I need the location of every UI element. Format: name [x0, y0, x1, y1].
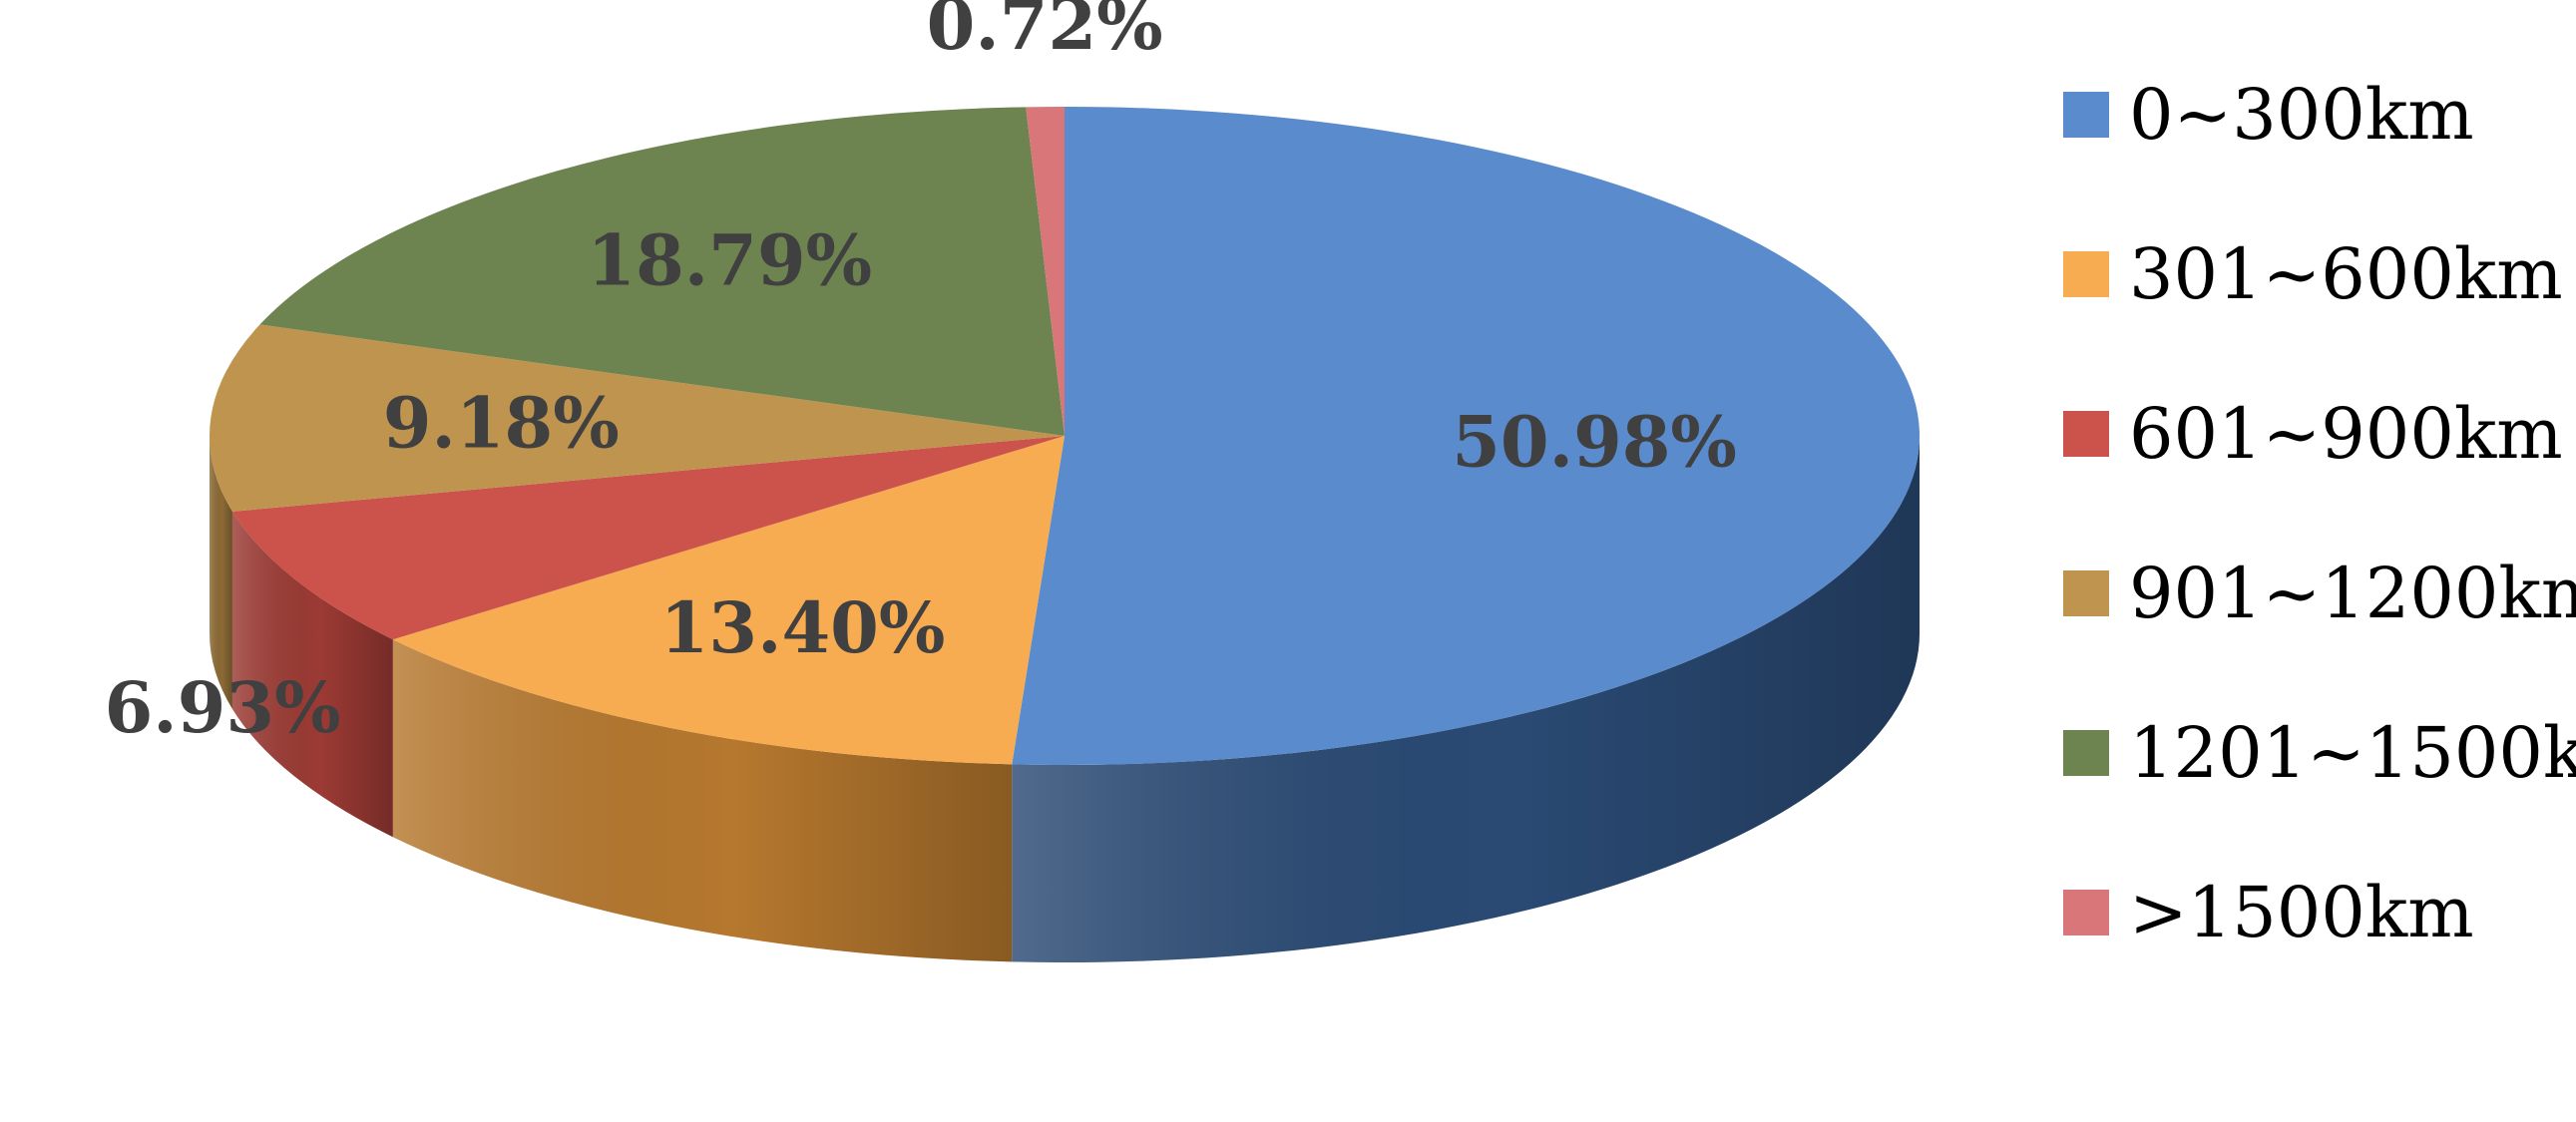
legend-swatch [2063, 411, 2109, 457]
legend: 0~300km 301~600km 601~900km 901~1200km 1… [2063, 60, 2576, 1017]
legend-swatch [2063, 570, 2109, 616]
legend-swatch [2063, 251, 2109, 297]
pie-slice-301-600km [392, 436, 1065, 765]
legend-swatch [2063, 890, 2109, 935]
legend-item-601-900km: 601~900km [2063, 379, 2576, 539]
legend-label: 0~300km [2129, 74, 2474, 156]
pie-slice-0-300km [1012, 107, 1921, 765]
legend-item-0-300km: 0~300km [2063, 60, 2576, 219]
pie-side-shade [1012, 436, 1920, 962]
data-label-601-900km: 6.93% [105, 666, 341, 749]
data-label-1500km: 0.72% [927, 0, 1163, 66]
legend-swatch [2063, 730, 2109, 776]
pie-sides [210, 436, 1920, 962]
legend-label: 601~900km [2129, 393, 2563, 475]
legend-swatch [2063, 92, 2109, 138]
pie-side-shade [231, 511, 393, 838]
legend-item-301-600km: 301~600km [2063, 219, 2576, 379]
pie-slice-1201-1500km [259, 107, 1066, 437]
pie-slice-901-1200km [210, 324, 1066, 512]
pie-tops [210, 107, 1921, 765]
pie-slice-1500km [1026, 107, 1065, 436]
legend-label: 301~600km [2129, 233, 2563, 315]
legend-label: 901~1200km [2129, 553, 2576, 634]
legend-label: >1500km [2129, 872, 2474, 953]
pie-slice-601-900km [231, 436, 1066, 640]
legend-item-901-1200km: 901~1200km [2063, 539, 2576, 698]
legend-item-over-1500km: >1500km [2063, 858, 2576, 1017]
pie-labels: 50.98% 13.40% 6.93% 9.18% 18.79% 0.72% [105, 0, 1737, 749]
pie-side-shade [210, 436, 232, 709]
data-label-1201-1500km: 18.79% [587, 219, 872, 302]
data-label-901-1200km: 9.18% [383, 382, 620, 465]
data-label-0-300km: 50.98% [1452, 400, 1737, 483]
data-label-301-600km: 13.40% [660, 586, 946, 669]
pie-side-shade [392, 639, 1013, 962]
legend-item-1201-1500km: 1201~1500km [2063, 698, 2576, 858]
legend-label: 1201~1500km [2129, 712, 2576, 794]
